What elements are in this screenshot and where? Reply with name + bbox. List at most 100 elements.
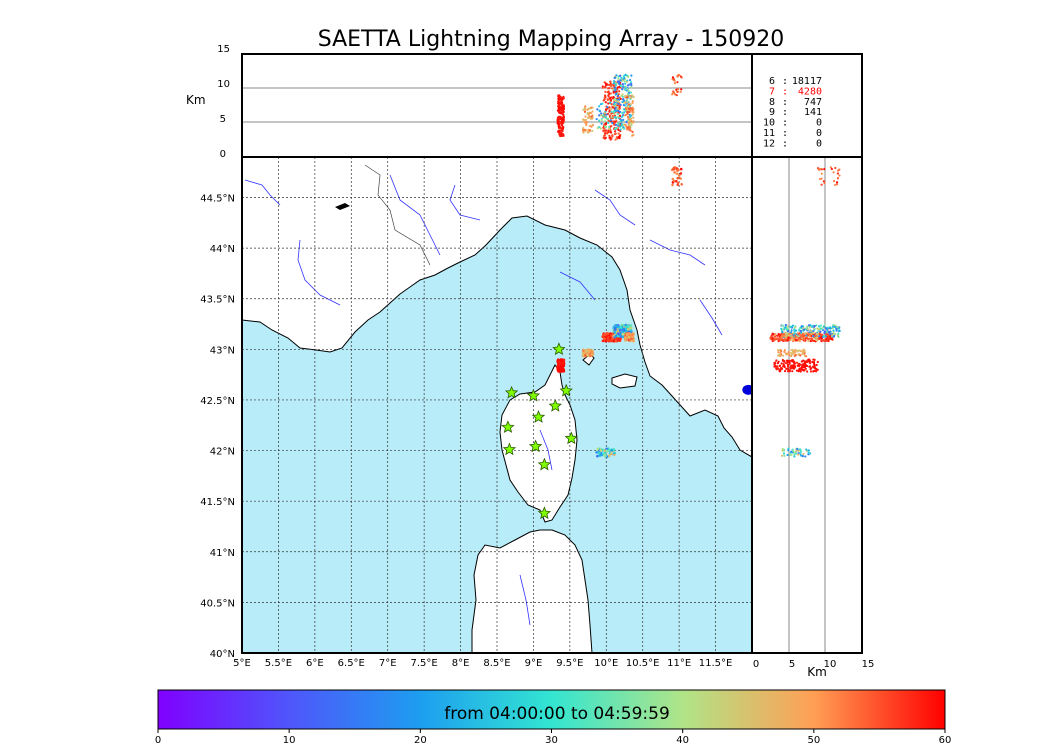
- source-point-map: [675, 172, 679, 176]
- source-point-altlon: [630, 84, 633, 87]
- source-point-latalt: [816, 360, 819, 364]
- lat-tick-label: 40°N: [210, 649, 235, 660]
- source-point-latalt: [798, 364, 801, 368]
- source-point-altlon: [629, 129, 632, 132]
- source-point-latalt: [832, 331, 835, 334]
- source-point-map: [622, 329, 626, 332]
- source-point-altlon: [609, 80, 612, 83]
- chart-title: SAETTA Lightning Mapping Array - 150920: [318, 27, 785, 52]
- source-point-altlon: [604, 131, 607, 134]
- source-point-latalt: [823, 331, 826, 334]
- source-point-map: [610, 334, 613, 337]
- source-point-altlon: [606, 91, 609, 94]
- source-point-latalt: [781, 333, 785, 336]
- source-point-altlon: [626, 75, 630, 79]
- source-point-altlon: [616, 100, 620, 103]
- source-point-latalt: [802, 328, 806, 331]
- source-point-map: [558, 368, 561, 372]
- source-point-latalt: [827, 335, 831, 338]
- source-point-altlon: [617, 115, 620, 118]
- source-point-altlon: [626, 84, 630, 87]
- source-point-latalt: [783, 369, 787, 373]
- source-point-latalt: [820, 327, 823, 330]
- source-point-altlon: [626, 95, 629, 99]
- source-point-latalt: [777, 351, 780, 354]
- side-tick-5: 5: [789, 659, 795, 670]
- alt-axis-label: Km: [186, 93, 206, 107]
- source-point-latalt: [827, 339, 830, 343]
- source-point-latalt: [820, 333, 823, 336]
- source-point-map: [616, 324, 620, 327]
- source-point-latalt: [770, 335, 773, 338]
- source-point-altlon: [609, 83, 613, 86]
- source-point-map: [613, 451, 616, 455]
- source-point-map: [582, 351, 586, 354]
- source-point-map: [621, 332, 625, 336]
- source-point-altlon: [625, 128, 629, 131]
- source-point-map: [616, 325, 620, 329]
- side-tick-15: 15: [862, 659, 875, 670]
- source-point-map: [607, 454, 611, 457]
- source-point-latalt: [816, 333, 820, 336]
- source-point-latalt: [812, 331, 815, 335]
- source-point-altlon: [604, 108, 608, 112]
- source-point-altlon: [559, 126, 563, 130]
- station-count-sep: :: [782, 76, 788, 87]
- source-point-latalt: [826, 331, 829, 334]
- source-point-altlon: [610, 112, 613, 115]
- source-point-altlon: [603, 125, 607, 128]
- source-point-altlon: [628, 95, 632, 98]
- source-point-altlon: [619, 84, 622, 88]
- station-count-sep: :: [782, 107, 788, 118]
- source-point-map: [612, 448, 616, 452]
- colorbar-gradient: [157, 689, 946, 730]
- source-point-altlon: [619, 97, 622, 101]
- source-point-latalt: [808, 334, 811, 338]
- lon-tick-label: 11.5°E: [699, 658, 733, 669]
- source-point-altlon: [675, 94, 678, 97]
- source-point-altlon: [616, 94, 620, 98]
- station-count-sep: :: [782, 97, 788, 108]
- source-point-latalt: [774, 333, 777, 336]
- source-point-altlon: [609, 130, 612, 134]
- source-point-latalt: [790, 329, 793, 332]
- source-point-map: [630, 333, 634, 337]
- source-point-altlon: [618, 81, 621, 84]
- source-point-altlon: [623, 77, 626, 80]
- source-point-map: [618, 339, 622, 342]
- station-count-sep: :: [782, 128, 788, 139]
- station-count-number: 11: [763, 128, 775, 139]
- source-point-latalt: [823, 181, 826, 185]
- source-point-altlon: [556, 119, 559, 122]
- source-point-altlon: [621, 95, 624, 98]
- source-point-altlon: [617, 102, 620, 105]
- source-point-latalt: [793, 453, 796, 456]
- source-point-latalt: [795, 369, 799, 372]
- source-point-latalt: [800, 325, 803, 328]
- source-point-latalt: [806, 370, 809, 373]
- source-point-altlon: [603, 98, 606, 101]
- alt-lon-panel: 15 10 5 0 Km: [186, 44, 753, 160]
- source-point-altlon: [589, 117, 592, 120]
- source-point-altlon: [600, 122, 603, 125]
- source-point-altlon: [673, 82, 677, 85]
- source-point-altlon: [604, 82, 607, 85]
- source-point-altlon: [557, 94, 560, 97]
- source-point-latalt: [785, 328, 788, 331]
- source-point-altlon: [603, 129, 606, 132]
- source-point-latalt: [782, 452, 786, 455]
- source-point-altlon: [611, 121, 614, 125]
- source-point-latalt: [805, 355, 808, 358]
- source-point-altlon: [673, 79, 676, 82]
- source-point-latalt: [769, 337, 772, 340]
- source-point-latalt: [827, 337, 830, 341]
- source-point-latalt: [815, 363, 818, 367]
- source-point-map: [604, 333, 607, 337]
- source-point-map: [608, 336, 611, 340]
- lon-tick-label: 5°E: [233, 658, 251, 669]
- lon-tick-label: 10°E: [594, 658, 618, 669]
- source-point-altlon: [604, 101, 607, 104]
- source-point-latalt: [838, 329, 841, 333]
- source-point-map: [605, 449, 608, 453]
